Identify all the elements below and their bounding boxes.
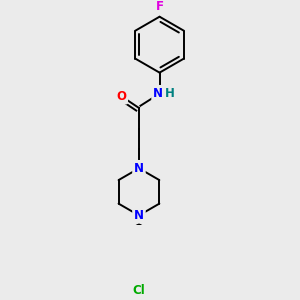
Text: N: N <box>134 209 144 222</box>
Text: N: N <box>153 87 163 100</box>
Text: Cl: Cl <box>133 284 145 297</box>
Text: H: H <box>165 87 175 100</box>
Text: F: F <box>156 0 164 13</box>
Text: N: N <box>134 162 144 175</box>
Text: O: O <box>116 90 126 103</box>
